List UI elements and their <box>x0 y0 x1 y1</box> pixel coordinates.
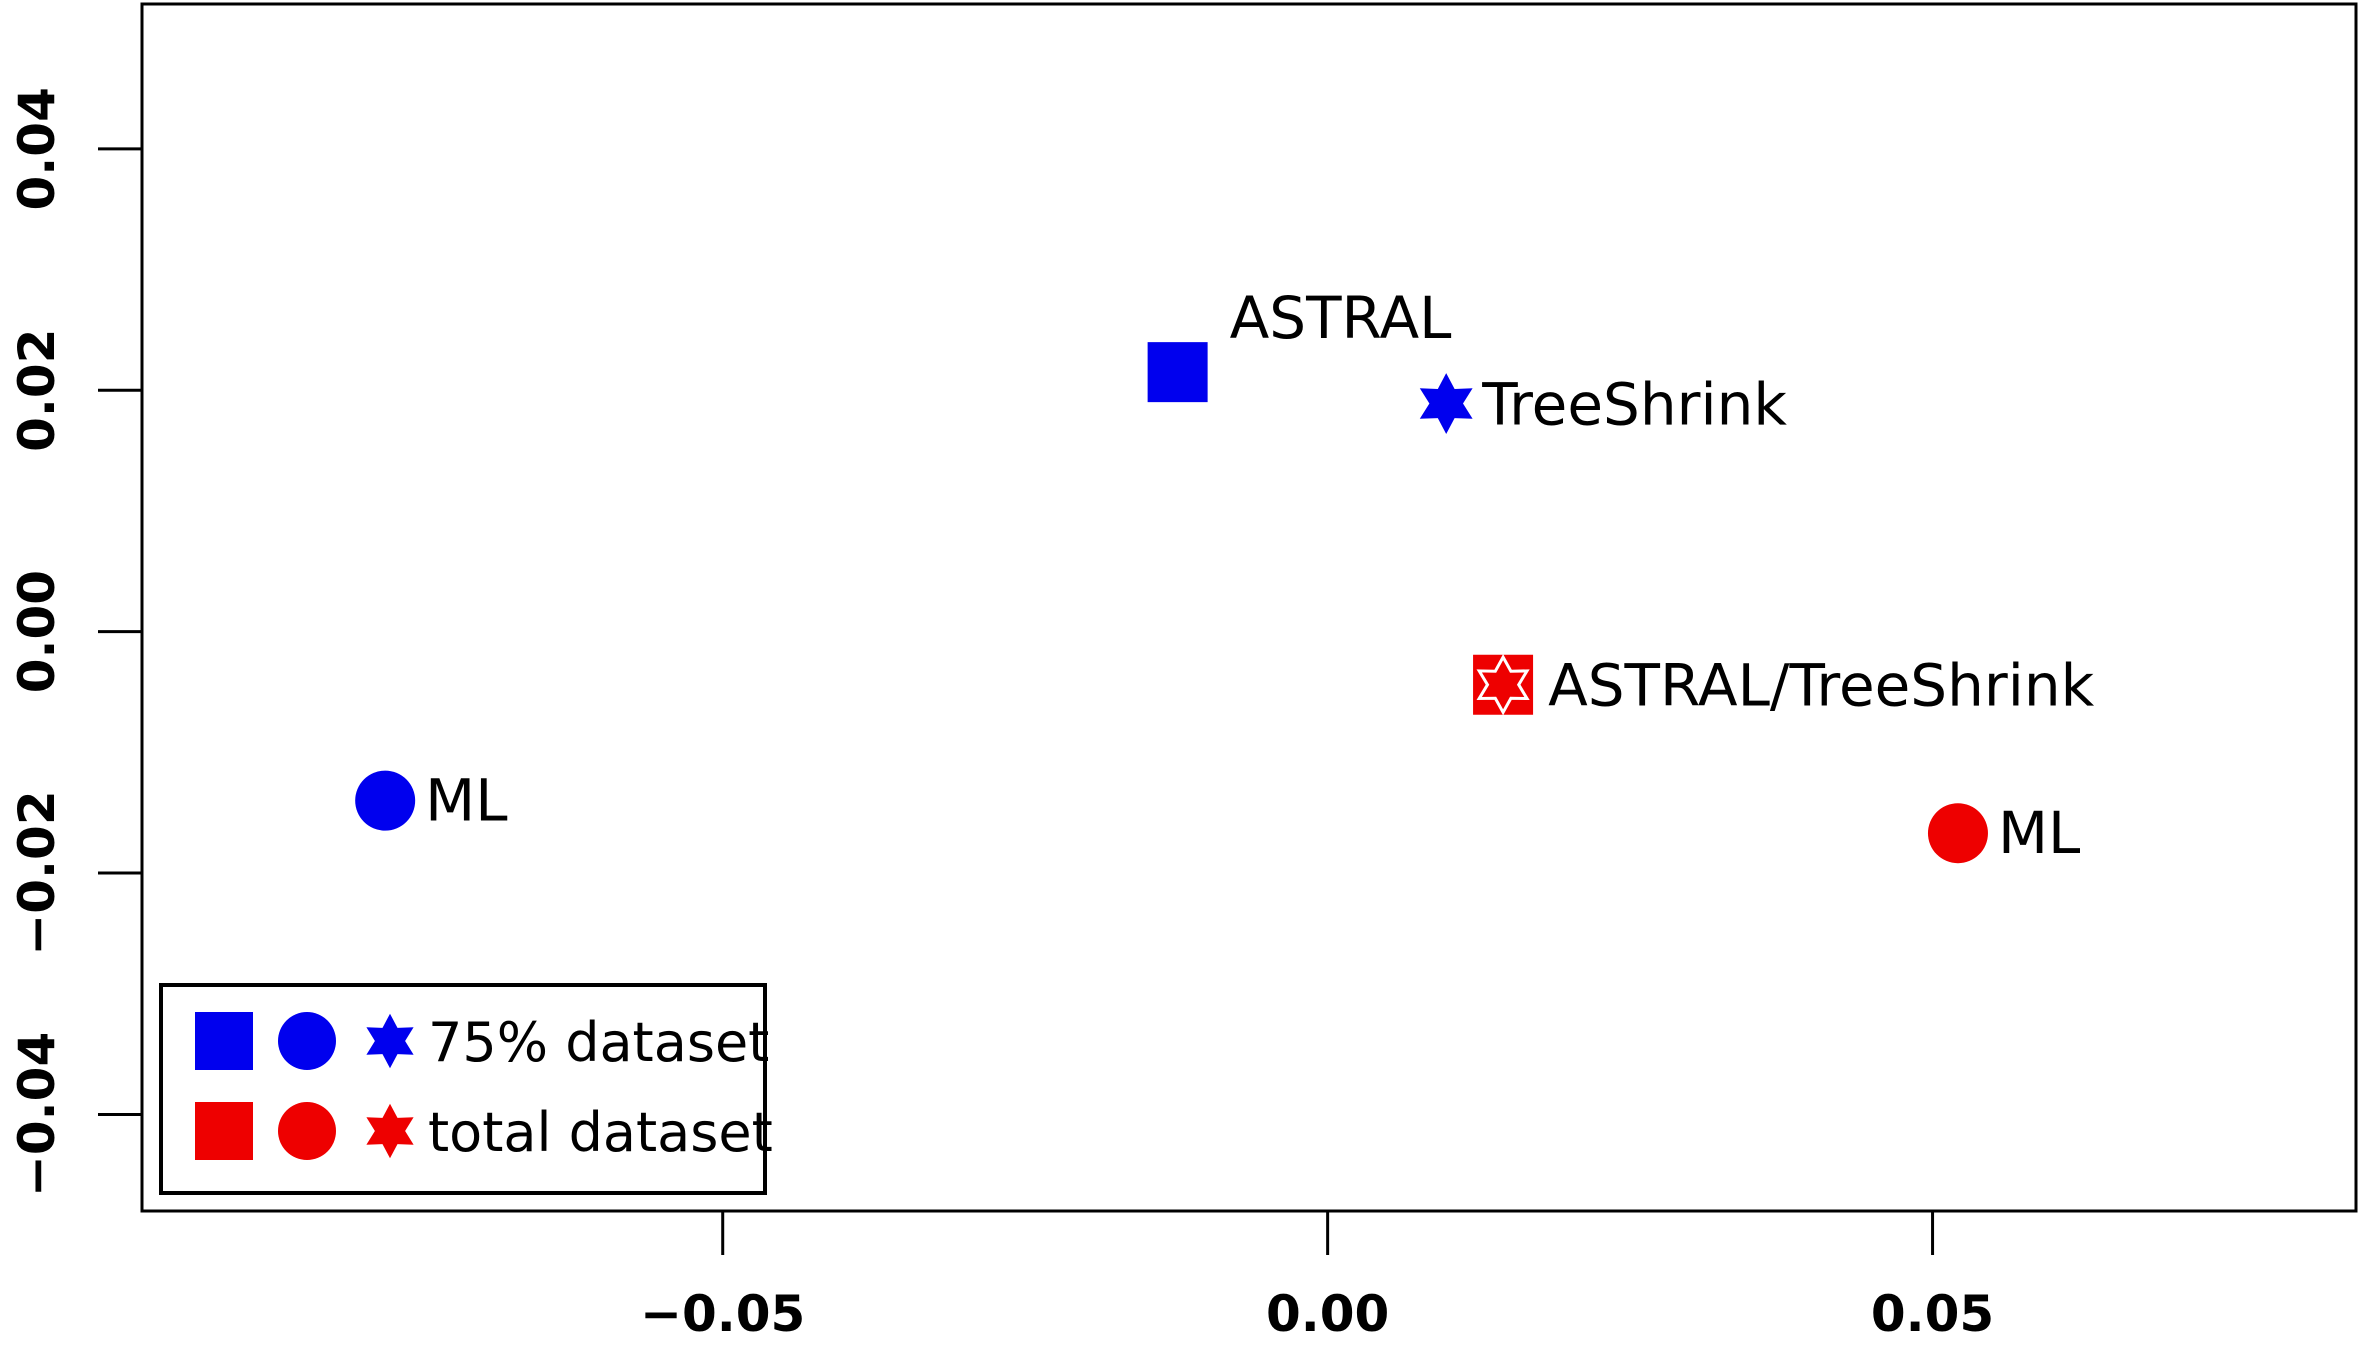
y-tick-label: 0.02 <box>8 329 66 452</box>
point-label: ASTRAL <box>1230 284 1452 352</box>
square-marker <box>195 1102 253 1160</box>
y-tick-label: 0.00 <box>8 570 66 693</box>
legend-entry: 75% dataset <box>195 1011 769 1074</box>
legend-box <box>159 983 767 1195</box>
legend-label: 75% dataset <box>428 1011 769 1074</box>
circle-marker <box>355 770 416 831</box>
plot-frame <box>140 2 2358 1213</box>
data-point: ML <box>1927 799 2080 867</box>
circle-marker <box>278 1012 336 1070</box>
star-marker <box>1419 373 1473 434</box>
star-marker <box>366 1103 414 1159</box>
data-point: ML <box>355 767 508 835</box>
circle-marker <box>278 1102 336 1160</box>
y-tick-label: 0.04 <box>8 87 66 210</box>
y-tick-label: −0.02 <box>8 790 66 955</box>
point-label: ML <box>425 767 507 835</box>
star-marker <box>366 1013 414 1069</box>
circle-marker <box>1927 803 1988 864</box>
x-tick-label: −0.05 <box>640 1285 805 1343</box>
square-marker <box>195 1012 253 1070</box>
legend-entry: total dataset <box>195 1101 773 1164</box>
x-tick-label: 0.00 <box>1266 1285 1389 1343</box>
y-tick-label: −0.04 <box>8 1032 66 1197</box>
data-points: ASTRAL TreeShrink ASTRAL/TreeShrink ML ML <box>355 284 2095 867</box>
x-tick-label: 0.05 <box>1871 1285 1994 1343</box>
point-label: TreeShrink <box>1481 371 1787 439</box>
point-label: ML <box>1998 799 2080 867</box>
square-marker <box>1147 342 1208 403</box>
axes: −0.05 0.00 0.05 −0.04 −0.02 0.00 0.02 0.04 <box>8 2 2358 1343</box>
data-point: ASTRAL/TreeShrink <box>1473 652 2095 720</box>
point-label: ASTRAL/TreeShrink <box>1548 652 2095 720</box>
legend-label: total dataset <box>428 1101 773 1164</box>
star-marker <box>1476 654 1530 716</box>
legend: 75% dataset total dataset <box>159 983 773 1195</box>
data-point: TreeShrink <box>1419 371 1787 439</box>
data-point: ASTRAL <box>1147 284 1452 403</box>
